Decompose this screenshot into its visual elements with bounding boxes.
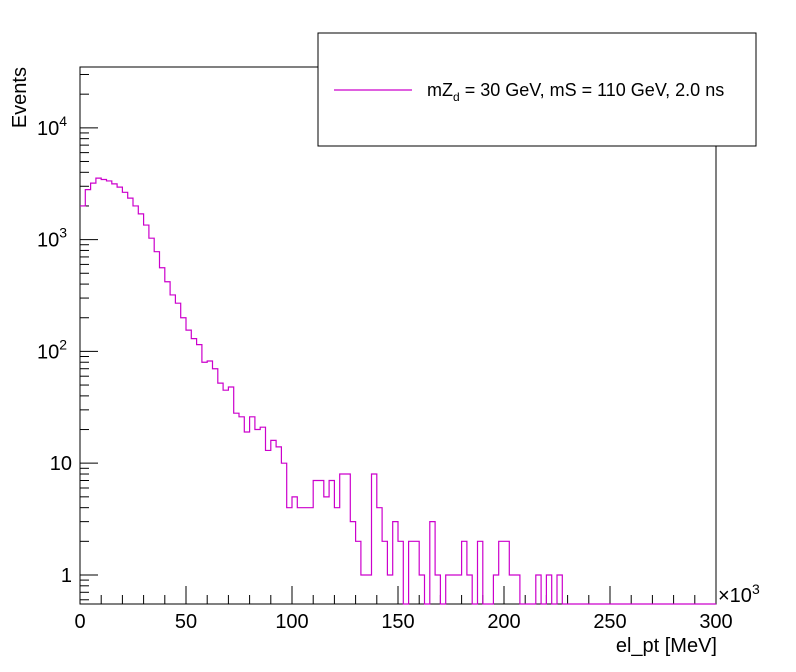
y-tick-label: 103 [37,225,67,252]
x-tick-label: 200 [487,611,520,633]
y-tick-label: 1 [61,565,72,587]
y-axis-label: Events [9,67,31,128]
x-tick-label: 250 [593,611,626,633]
legend: mZd = 30 GeV, mS = 110 GeV, 2.0 ns [317,32,757,147]
x-axis-label: el_pt [MeV] [616,635,717,657]
y-tick-label: 102 [37,336,67,363]
x-axis-ticks [79,586,717,604]
x-tick-label: 150 [381,611,414,633]
y-tick-label: 104 [37,113,67,140]
y-axis-tick-labels: 1 10 102 103 104 [37,113,72,587]
x-axis-multiplier: ×103 [718,581,760,607]
x-tick-label: 0 [74,611,85,633]
y-tick-label: 10 [50,453,72,475]
x-axis-tick-labels: 0 50 100 150 200 250 300 [74,611,732,633]
x-tick-label: 100 [275,611,308,633]
legend-series-label: mZd = 30 GeV, mS = 110 GeV, 2.0 ns [427,80,724,104]
x-tick-label: 300 [699,611,732,633]
x-tick-label: 50 [175,611,197,633]
histogram-series [80,177,716,605]
histogram-line [80,177,716,605]
y-axis-ticks [80,73,98,601]
